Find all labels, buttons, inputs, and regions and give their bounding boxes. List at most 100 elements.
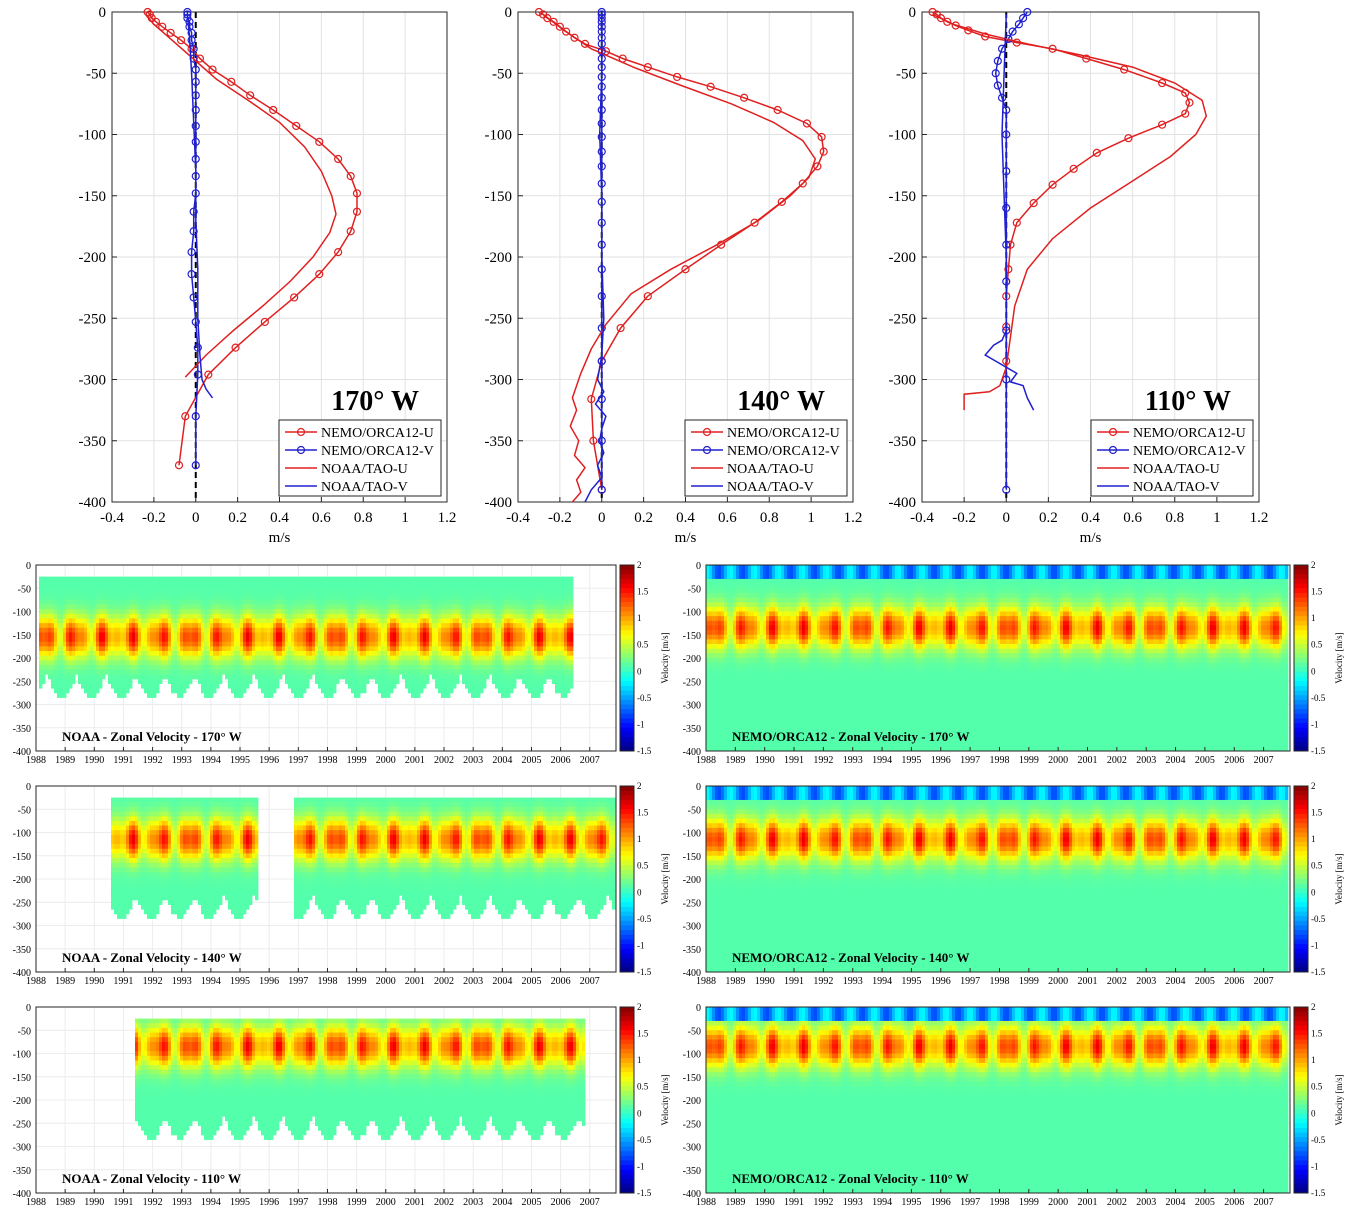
heatmap-cell — [207, 623, 210, 628]
heatmap-cell — [204, 688, 207, 693]
heatmap-cell — [309, 618, 312, 623]
heatmap-cell — [363, 581, 366, 586]
heatmap-cell — [339, 591, 342, 596]
heatmap-cell — [342, 637, 345, 642]
heatmap-cell — [564, 688, 567, 693]
heatmap-cell — [207, 605, 210, 610]
heatmap-cell — [435, 665, 438, 670]
heatmap-cell — [712, 607, 715, 612]
heatmap-cell — [504, 646, 507, 651]
heatmap-cell — [51, 632, 54, 637]
heatmap-cell — [318, 656, 321, 661]
heatmap-cell — [306, 646, 309, 651]
heatmap-cell — [453, 642, 456, 647]
heatmap-cell — [105, 660, 108, 665]
heatmap-cell — [117, 609, 120, 614]
heatmap-cell — [66, 684, 69, 689]
heatmap-cell — [135, 646, 138, 651]
heatmap-cell — [564, 679, 567, 684]
heatmap-cell — [712, 672, 715, 677]
heatmap-cell — [150, 665, 153, 670]
heatmap-cell — [417, 623, 420, 628]
heatmap-cell — [414, 651, 417, 656]
heatmap-cell — [411, 586, 414, 591]
heatmap-cell — [441, 651, 444, 656]
heatmap-cell — [132, 670, 135, 675]
heatmap-cell — [180, 679, 183, 684]
heatmap-cell — [561, 577, 564, 582]
heatmap-cell — [426, 637, 429, 642]
heatmap-cell — [513, 614, 516, 619]
heatmap-cell — [54, 614, 57, 619]
heatmap-cell — [525, 623, 528, 628]
heatmap-cell — [375, 651, 378, 656]
heatmap-cell — [240, 660, 243, 665]
heatmap-cell — [282, 591, 285, 596]
heatmap-cell — [294, 679, 297, 684]
heatmap-cell — [84, 586, 87, 591]
heatmap-cell — [87, 581, 90, 586]
heatmap-cell — [417, 688, 420, 693]
heatmap-cell — [54, 670, 57, 675]
heatmap-cell — [447, 665, 450, 670]
heatmap-cell — [306, 605, 309, 610]
heatmap-cell — [366, 586, 369, 591]
heatmap-cell — [165, 623, 168, 628]
heatmap-cell — [534, 665, 537, 670]
heatmap-cell — [171, 577, 174, 582]
heatmap-cell — [246, 632, 249, 637]
heatmap-cell — [78, 660, 81, 665]
heatmap-cell — [231, 674, 234, 679]
heatmap-cell — [567, 637, 570, 642]
heatmap-cell — [429, 642, 432, 647]
heatmap-cell — [510, 674, 513, 679]
heatmap-cell — [63, 591, 66, 596]
heatmap-cell — [414, 674, 417, 679]
heatmap-cell — [315, 586, 318, 591]
heatmap-cell — [561, 632, 564, 637]
heatmap-cell — [709, 598, 712, 603]
heatmap-cell — [495, 600, 498, 605]
heatmap-cell — [372, 581, 375, 586]
heatmap-cell — [129, 679, 132, 684]
heatmap-cell — [246, 609, 249, 614]
heatmap-cell — [444, 605, 447, 610]
heatmap-cell — [135, 670, 138, 675]
heatmap-cell — [372, 628, 375, 633]
heatmap-cell — [444, 679, 447, 684]
heatmap-cell — [706, 653, 709, 658]
heatmap-cell — [147, 665, 150, 670]
heatmap-cell — [48, 609, 51, 614]
heatmap-cell — [396, 646, 399, 651]
heatmap-cell — [105, 632, 108, 637]
heatmap-cell — [318, 670, 321, 675]
heatmap-cell — [444, 665, 447, 670]
heatmap-cell — [297, 632, 300, 637]
heatmap-cell — [315, 600, 318, 605]
heatmap-cell — [558, 656, 561, 661]
heatmap-cell — [498, 591, 501, 596]
heatmap-cell — [96, 670, 99, 675]
heatmap-cell — [132, 646, 135, 651]
heatmap-cell — [399, 581, 402, 586]
heatmap-cell — [510, 688, 513, 693]
heatmap-cell — [300, 679, 303, 684]
heatmap-cell — [513, 632, 516, 637]
heatmap-cell — [417, 642, 420, 647]
heatmap-cell — [519, 651, 522, 656]
heatmap-cell — [528, 614, 531, 619]
heatmap-cell — [156, 637, 159, 642]
heatmap-cell — [408, 595, 411, 600]
heatmap-cell — [501, 637, 504, 642]
heatmap-cell — [540, 595, 543, 600]
heatmap-cell — [294, 618, 297, 623]
heatmap-cell — [81, 670, 84, 675]
heatmap-cell — [402, 646, 405, 651]
heatmap-cell — [147, 623, 150, 628]
heatmap-cell — [564, 591, 567, 596]
heatmap-cell — [108, 660, 111, 665]
heatmap-cell — [111, 581, 114, 586]
heatmap-cell — [252, 642, 255, 647]
heatmap-cell — [183, 618, 186, 623]
heatmap-cell — [712, 686, 715, 691]
